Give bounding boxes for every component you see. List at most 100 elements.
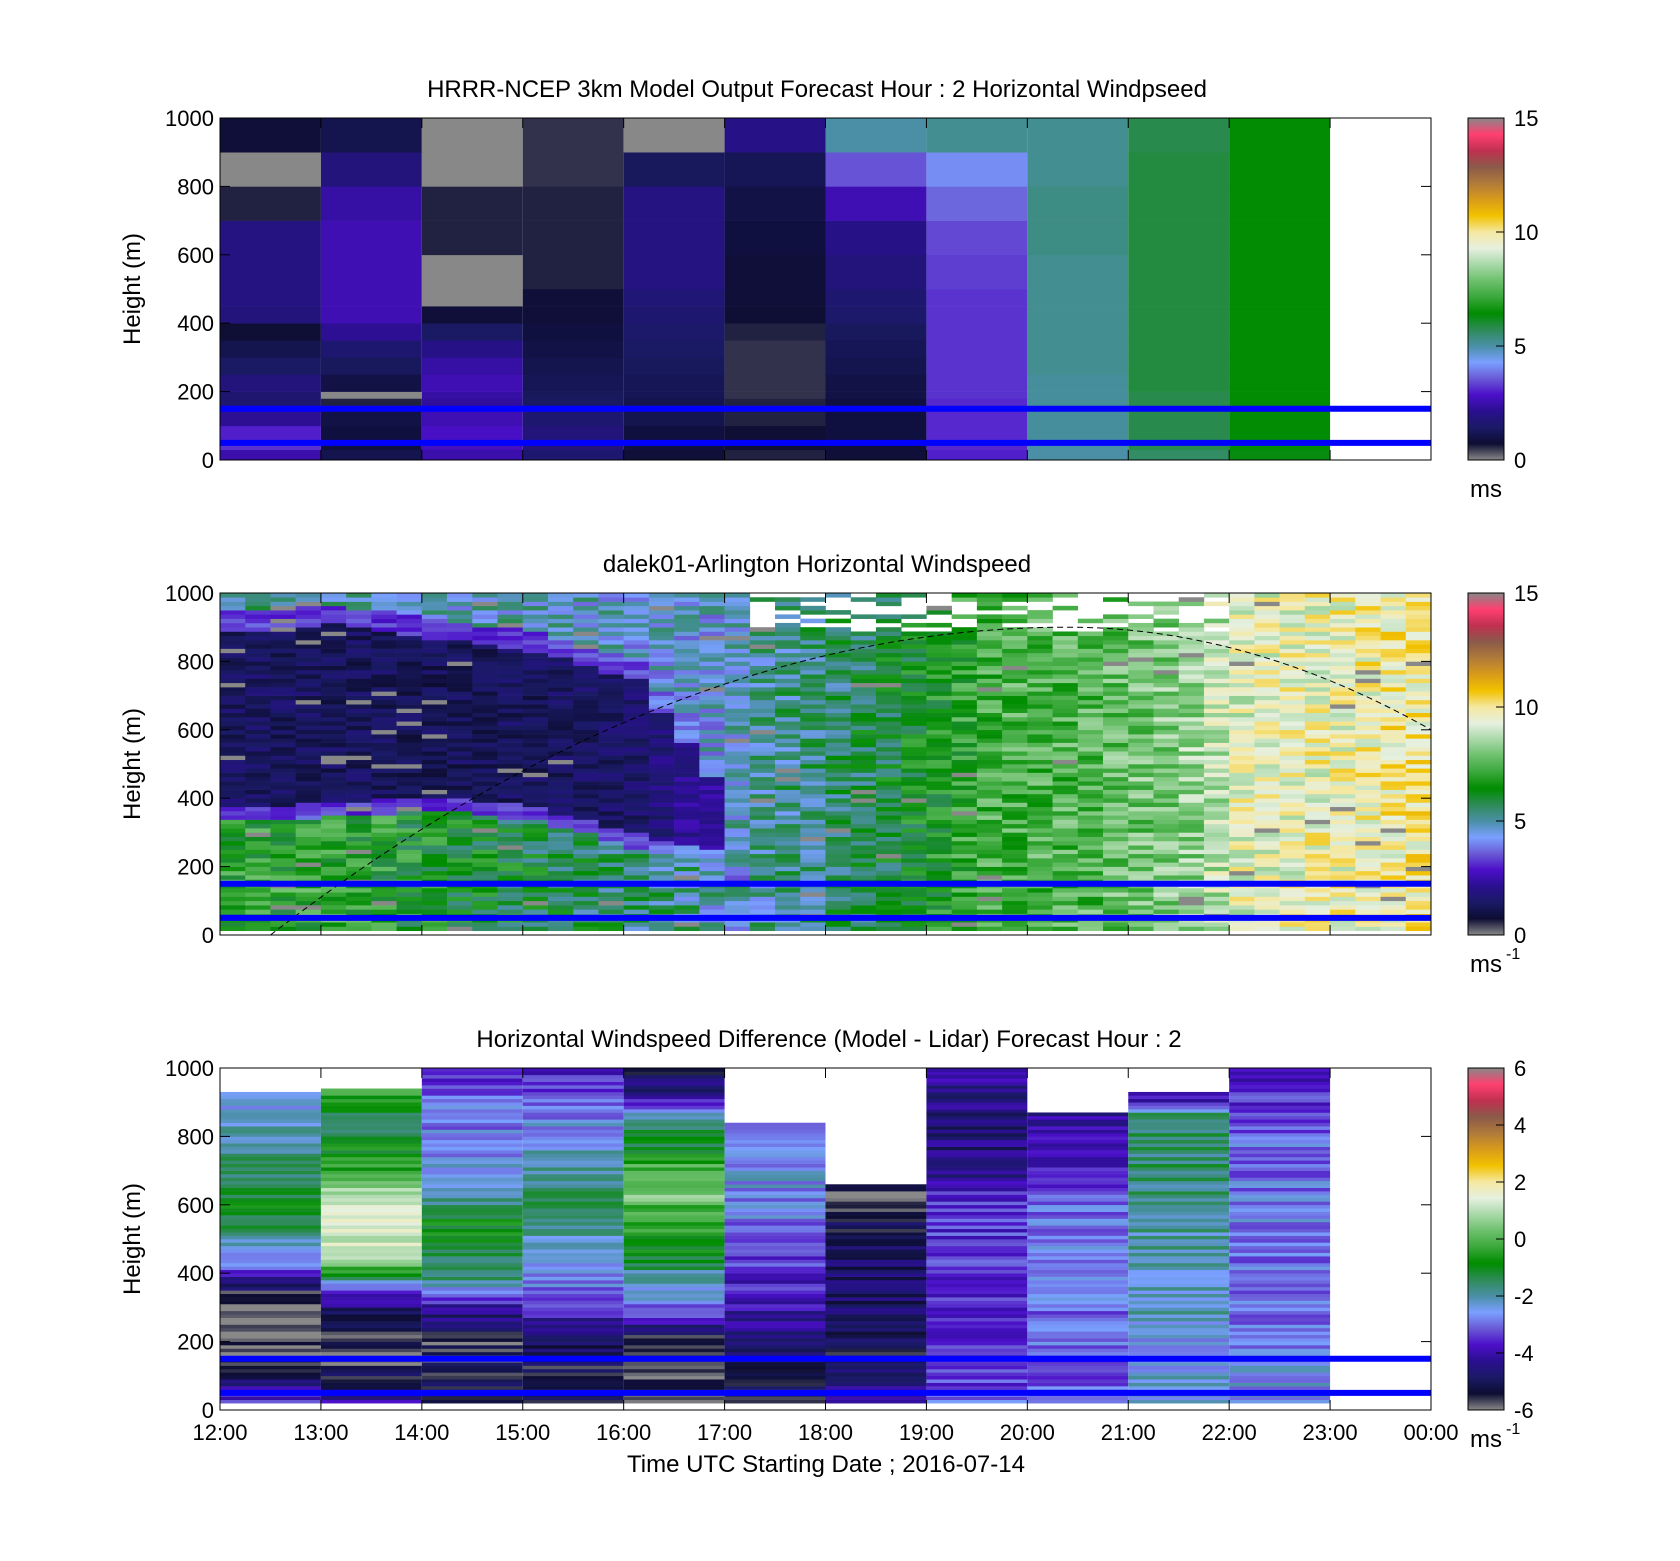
heatmap-cell: [1405, 708, 1432, 713]
heatmap-cell: [976, 601, 1003, 607]
heatmap-cell: [421, 1177, 523, 1182]
heatmap-cell: [1203, 593, 1230, 598]
heatmap-cell: [674, 725, 700, 731]
heatmap-cell: [245, 721, 271, 726]
heatmap-cell: [825, 391, 927, 399]
heatmap-cell: [522, 840, 549, 846]
heatmap-cell: [1153, 892, 1180, 897]
heatmap-cell: [1128, 1194, 1230, 1199]
heatmap-cell: [371, 776, 397, 782]
heatmap-cell: [674, 618, 700, 624]
heatmap-cell: [699, 887, 725, 893]
heatmap-cell: [1077, 644, 1104, 649]
heatmap-cell: [421, 1379, 523, 1383]
heatmap-cell: [1128, 1174, 1230, 1178]
heatmap-cell: [1279, 712, 1306, 718]
heatmap-cell: [1355, 811, 1381, 816]
heatmap-cell: [850, 712, 877, 718]
heatmap-cell: [320, 1317, 422, 1322]
heatmap-cell: [573, 887, 599, 893]
heatmap-cell: [1355, 887, 1381, 893]
heatmap-cell: [674, 781, 700, 786]
heatmap-cell: [447, 661, 473, 666]
heatmap-cell: [220, 1372, 321, 1377]
heatmap-cell: [901, 811, 927, 816]
heatmap-cell: [1027, 1180, 1129, 1185]
heatmap-cell: [850, 738, 877, 743]
heatmap-cell: [346, 759, 372, 765]
heatmap-cell: [699, 669, 725, 675]
heatmap-cell: [270, 657, 296, 662]
heatmap-cell: [1077, 858, 1104, 863]
heatmap-cell: [724, 1314, 826, 1318]
heatmap-cell: [1279, 691, 1306, 696]
heatmap-cell: [220, 657, 246, 662]
heatmap-cell: [522, 605, 549, 611]
heatmap-cell: [320, 892, 347, 897]
heatmap-cell: [320, 289, 422, 307]
heatmap-cell: [421, 1105, 523, 1110]
heatmap-cell: [220, 811, 246, 816]
heatmap-cell: [371, 618, 397, 624]
heatmap-cell: [699, 802, 725, 808]
heatmap-cell: [472, 875, 498, 880]
heatmap-cell: [976, 798, 1003, 803]
heatmap-cell: [1229, 1331, 1331, 1336]
heatmap-cell: [901, 853, 927, 859]
heatmap-cell: [497, 785, 524, 790]
heatmap-cell: [775, 828, 801, 833]
heatmap-cell: [522, 772, 549, 778]
heatmap-cell: [522, 1362, 624, 1366]
heatmap-cell: [825, 449, 927, 461]
heatmap-cell: [825, 687, 852, 692]
heatmap-cell: [598, 858, 624, 863]
heatmap-cell: [1203, 665, 1230, 671]
heatmap-cell: [875, 742, 902, 748]
heatmap-cell: [623, 1218, 725, 1223]
heatmap-cell: [901, 729, 927, 735]
heatmap-cell: [1355, 776, 1381, 782]
heatmap-cell: [1128, 892, 1154, 897]
heatmap-cell: [901, 870, 927, 876]
heatmap-cell: [926, 764, 952, 769]
heatmap-cell: [926, 721, 952, 726]
heatmap-cell: [522, 665, 549, 671]
heatmap-cell: [1002, 657, 1028, 662]
heatmap-cell: [220, 1249, 321, 1253]
heatmap-cell: [346, 900, 372, 906]
heatmap-cell: [245, 815, 271, 820]
heatmap-cell: [1052, 635, 1079, 641]
heatmap-cell: [1178, 832, 1205, 837]
heatmap-cell: [926, 1324, 1028, 1329]
heatmap-cell: [674, 644, 700, 649]
heatmap-cell: [674, 751, 700, 756]
heatmap-cell: [623, 449, 725, 461]
heatmap-cell: [573, 742, 599, 748]
heatmap-cell: [825, 1399, 927, 1404]
heatmap-cell: [926, 1262, 1028, 1267]
heatmap-cell: [1304, 699, 1331, 705]
heatmap-cell: [320, 1228, 422, 1233]
heatmap-cell: [724, 742, 751, 748]
heatmap-cell: [320, 674, 347, 679]
heatmap-cell: [1128, 764, 1154, 769]
heatmap-cell: [1405, 618, 1432, 624]
heatmap-cell: [320, 1146, 422, 1151]
heatmap-cell: [447, 597, 473, 602]
heatmap-cell: [245, 674, 271, 679]
heatmap-cell: [522, 1078, 624, 1082]
heatmap-cell: [800, 618, 826, 624]
heatmap-cell: [1002, 742, 1028, 748]
heatmap-cell: [320, 682, 347, 688]
heatmap-cell: [926, 866, 952, 872]
heatmap-cell: [396, 909, 423, 914]
heatmap-cell: [421, 875, 448, 880]
heatmap-cell: [1254, 691, 1280, 696]
heatmap-cell: [724, 1252, 826, 1257]
panel-difference: Horizontal Windspeed Difference (Model -…: [119, 1026, 1534, 1478]
heatmap-cell: [598, 734, 624, 739]
heatmap-cell: [497, 674, 524, 679]
heatmap-cell: [623, 644, 650, 649]
heatmap-cell: [522, 674, 549, 679]
heatmap-cell: [926, 1191, 1028, 1195]
